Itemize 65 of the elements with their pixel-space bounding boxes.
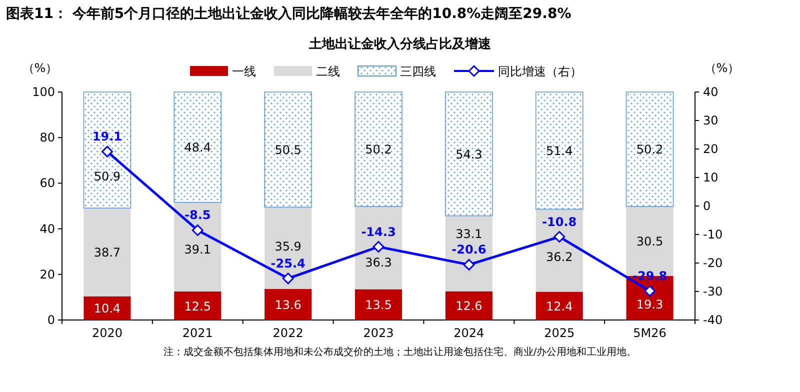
x-tick-label: 2024 — [454, 326, 484, 340]
x-tick-label: 2022 — [272, 326, 304, 340]
point — [463, 258, 475, 270]
text: 注：成交金额不包括集体用地和未公布成交价的土地；土地出让用途包括住宅、商业/办公用地和工业用地。 — [163, 346, 637, 358]
legend-label: 三四线 — [400, 64, 436, 78]
data-label: -20.6 — [452, 242, 486, 257]
point — [101, 146, 113, 158]
data-label: 50.5 — [274, 143, 302, 158]
data-label: -25.4 — [270, 256, 306, 270]
data-label: -14.3 — [361, 224, 396, 239]
y2-tick-label: -10 — [703, 228, 723, 242]
x-tick-label: 2021 — [182, 326, 213, 340]
y2-axis-title: （%） — [704, 61, 740, 75]
data-label: 50.9 — [94, 170, 121, 184]
point — [282, 272, 294, 284]
data-label: 36.3 — [365, 255, 392, 270]
data-label: 12.6 — [456, 299, 482, 314]
y-axis-title: （%） — [22, 61, 58, 75]
data-label: 38.7 — [94, 246, 121, 260]
y2-tick-label: -30 — [703, 284, 723, 298]
data-label: 12.4 — [546, 299, 573, 314]
x-tick-label: 5M26 — [633, 326, 666, 340]
point — [192, 224, 204, 236]
data-label: 50.2 — [365, 142, 392, 157]
y-tick-label: 20 — [40, 267, 55, 282]
y2-tick-label: -40 — [703, 313, 723, 327]
data-label: 50.2 — [636, 142, 664, 157]
data-label: -8.5 — [184, 208, 211, 222]
y-tick-label: 100 — [32, 85, 55, 99]
x-tick-label: 2025 — [544, 326, 575, 340]
y-tick-label: 80 — [40, 130, 55, 145]
data-label: 12.5 — [184, 299, 211, 314]
data-label: 30.5 — [636, 234, 664, 249]
data-label: 36.2 — [546, 250, 573, 264]
y2-tick-label: 0 — [703, 199, 711, 213]
point — [644, 285, 656, 297]
data-label: 39.1 — [184, 242, 211, 256]
y2-tick-label: 40 — [703, 85, 718, 99]
chart-title: 图表11： 今年前5个月口径的土地出让金收入同比降幅较去年全年的10.8%走阔至29.8% — [6, 6, 572, 22]
data-label: 19.1 — [92, 130, 122, 144]
data-label: 54.3 — [456, 147, 482, 162]
data-label: 35.9 — [274, 240, 302, 254]
y-tick-label: 60 — [40, 176, 55, 190]
data-label: -10.8 — [542, 214, 577, 229]
x-tick-label: 2023 — [363, 326, 394, 340]
data-label: 10.4 — [94, 302, 121, 316]
y2-tick-label: -20 — [703, 256, 723, 270]
point — [554, 231, 566, 243]
x-tick-label: 2020 — [92, 326, 122, 340]
y2-tick-label: 30 — [703, 114, 718, 128]
point — [372, 241, 384, 253]
chart-subtitle: 土地出让金收入分线占比及增速 — [308, 36, 492, 52]
y-tick-label: 0 — [47, 313, 55, 327]
data-label: 33.1 — [456, 227, 482, 242]
legend-label: 一线 — [232, 64, 256, 78]
data-label: 51.4 — [546, 144, 573, 158]
y2-tick-label: 20 — [703, 142, 718, 156]
data-label: 13.6 — [274, 298, 302, 312]
legend-label: 二线 — [316, 64, 340, 78]
y2-tick-label: 10 — [703, 170, 718, 184]
data-label: 48.4 — [184, 140, 211, 155]
y-tick-label: 40 — [40, 222, 55, 236]
data-label: 13.5 — [365, 298, 392, 312]
data-label: 19.3 — [636, 298, 664, 312]
legend-label: 同比增速（右） — [498, 64, 582, 78]
